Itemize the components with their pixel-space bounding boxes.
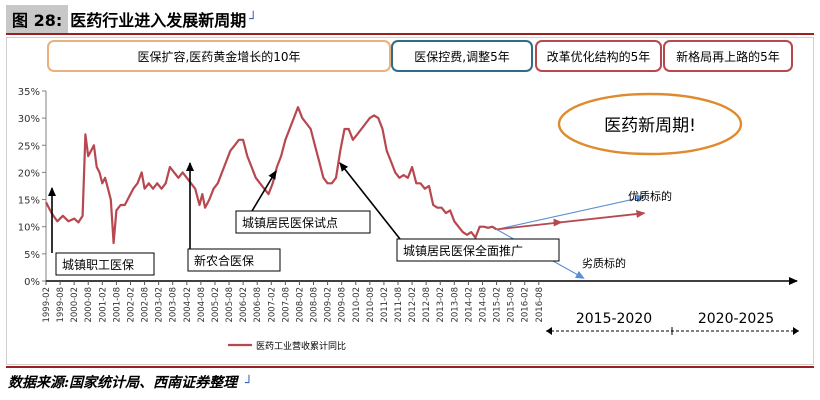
y-tick-label: 5% — [24, 250, 40, 261]
x-tick-label: 2012-08 — [422, 287, 432, 323]
timeline-label-2015-2020: 2015-2020 — [576, 311, 652, 327]
callout-urban-resident-pilot-arrow — [251, 170, 277, 212]
bottom-rule — [6, 366, 814, 368]
figure-number: 图 28: — [6, 5, 69, 33]
period-box-reform-label: 改革优化结构的5年 — [547, 49, 651, 64]
x-tick-label: 1999-02 — [42, 287, 52, 323]
x-tick-label: 2003-02 — [155, 287, 165, 323]
timeline-arrow-left-icon — [546, 327, 552, 335]
x-tick-label: 2014-08 — [478, 287, 488, 323]
projection-arrow-trend — [496, 210, 646, 231]
x-tick-label: 2005-08 — [225, 287, 235, 323]
x-tick-label: 2002-02 — [126, 287, 136, 323]
x-tick-label: 2011-02 — [380, 287, 390, 323]
y-tick-label: 0% — [24, 277, 40, 288]
x-tick-label: 2016-08 — [535, 287, 545, 323]
legend-label: 医药工业营收累计同比 — [256, 340, 346, 352]
figure-header: 图 28: 医药行业进入发展新周期 ┘ — [6, 5, 258, 33]
period-box-reform — [535, 40, 662, 72]
x-tick-label: 2012-02 — [408, 287, 418, 323]
x-tick-label: 2008-02 — [295, 287, 305, 323]
y-tick-label: 25% — [18, 141, 40, 152]
period-box-golden-decade-label: 医保扩容,医药黄金增长的10年 — [137, 49, 300, 64]
callout-urban-employee-insurance-label: 城镇职工医保 — [62, 258, 134, 272]
period-box-new-pattern — [663, 40, 793, 72]
x-tick-label: 2000-08 — [84, 287, 94, 323]
label-quality-targets: 优质标的 — [628, 189, 672, 203]
y-tick-label: 30% — [18, 114, 40, 125]
y-tick-label: 20% — [18, 168, 40, 179]
x-tick-label: 2009-02 — [324, 287, 334, 323]
chart-frame — [6, 37, 814, 365]
x-tick-label: 2004-02 — [183, 287, 193, 323]
x-tick-label: 2013-08 — [450, 287, 460, 323]
new-cycle-oval — [557, 92, 743, 156]
x-tick-label: 2014-02 — [464, 287, 474, 323]
top-rule — [6, 33, 814, 35]
label-inferior-targets: 劣质标的 — [582, 256, 626, 270]
x-tick-label: 2015-08 — [507, 287, 517, 323]
callout-urban-resident-rollout-label: 城镇居民医保全面推广 — [403, 243, 523, 258]
series-line-revenue-growth — [45, 106, 498, 245]
new-cycle-text: 医药新周期! — [604, 116, 696, 136]
data-source: 数据来源:国家统计局、西南证券整理 ┘ — [8, 372, 253, 392]
source-text: 数据来源:国家统计局、西南证券整理 — [8, 375, 238, 391]
source-return-mark-icon: ┘ — [245, 376, 253, 391]
callout-urban-employee-insurance-box — [55, 252, 155, 276]
x-tick-label: 2006-02 — [239, 287, 249, 323]
x-tick-label: 2010-08 — [366, 287, 376, 323]
y-tick-label: 10% — [18, 223, 40, 234]
x-tick-label: 2002-08 — [141, 287, 151, 323]
x-tick-label: 2001-02 — [98, 287, 108, 323]
x-tick-label: 2010-02 — [352, 287, 362, 323]
timeline-label-2020-2025: 2020-2025 — [698, 311, 774, 327]
callout-urban-resident-rollout-arrow — [339, 162, 401, 240]
projection-arrow-quality — [496, 194, 646, 230]
x-tick-label: 2016-02 — [521, 287, 531, 323]
callout-urban-resident-pilot-label: 城镇居民医保试点 — [242, 215, 338, 230]
callout-urban-resident-rollout-box — [396, 238, 560, 262]
x-tick-label: 2007-02 — [267, 287, 277, 323]
x-tick-label: 1999-08 — [56, 287, 66, 323]
x-tick-label: 2003-08 — [169, 287, 179, 323]
x-tick-label: 2005-02 — [211, 287, 221, 323]
x-tick-label: 2013-02 — [436, 287, 446, 323]
period-box-cost-control-label: 医保控费,调整5年 — [414, 49, 509, 64]
x-tick-label: 2000-02 — [70, 287, 80, 323]
period-box-new-pattern-label: 新格局再上路的5年 — [676, 49, 780, 64]
callout-new-rural-coop-insurance-box — [187, 248, 281, 272]
callout-urban-resident-pilot-box — [235, 210, 371, 234]
x-tick-label: 2006-08 — [253, 287, 263, 323]
x-tick-label: 2015-02 — [493, 287, 503, 323]
x-tick-label: 2009-08 — [338, 287, 348, 323]
period-box-golden-decade — [47, 40, 391, 72]
callout-new-rural-coop-insurance-label: 新农合医保 — [194, 253, 254, 268]
x-tick-label: 2007-08 — [281, 287, 291, 323]
figure-title: 医药行业进入发展新周期 — [70, 11, 247, 30]
x-tick-label: 2008-08 — [310, 287, 320, 323]
period-box-cost-control — [391, 40, 533, 72]
x-tick-label: 2001-08 — [112, 287, 122, 323]
y-tick-label: 35% — [18, 87, 40, 98]
x-tick-label: 2011-08 — [394, 287, 404, 323]
return-mark-icon: ┘ — [249, 11, 258, 27]
y-tick-label: 15% — [18, 196, 40, 207]
timeline-arrow-right-icon — [793, 327, 799, 335]
x-tick-label: 2004-08 — [197, 287, 207, 323]
